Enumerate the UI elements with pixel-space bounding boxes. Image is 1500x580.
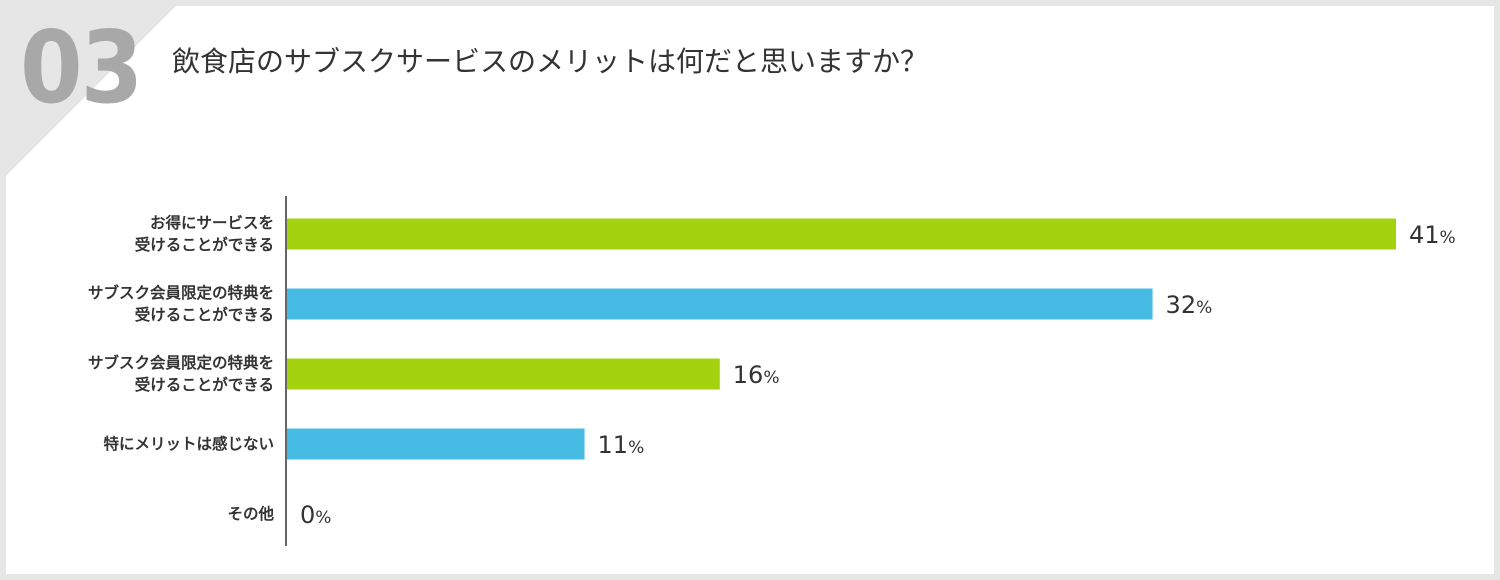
bar-1 <box>287 218 1396 250</box>
chart-card: 03 飲食店のサブスクサービスのメリットは何だと思いますか？ お得にサービスを受… <box>6 6 1494 574</box>
chart-title: 飲食店のサブスクサービスのメリットは何だと思いますか？ <box>172 45 929 78</box>
category-label-4: 特にメリットは感じない <box>103 434 274 453</box>
corner-tab <box>6 6 176 176</box>
value-label-5: 0% <box>300 501 331 529</box>
value-label-3: 16% <box>733 361 780 389</box>
category-label-1: お得にサービスを受けることができる <box>135 213 274 254</box>
bar-3 <box>287 358 720 390</box>
question-number: 03 <box>20 9 143 126</box>
value-label-1: 41% <box>1409 221 1456 249</box>
category-label-2: サブスク会員限定の特典を受けることができる <box>88 283 274 324</box>
value-label-4: 11% <box>598 431 645 459</box>
bar-2 <box>287 288 1153 320</box>
value-label-2: 32% <box>1166 291 1213 319</box>
bar-chart: お得にサービスを受けることができる 41% サブスク会員限定の特典を受けることができ… <box>88 196 1456 546</box>
category-label-5: その他 <box>227 504 274 523</box>
bar-4 <box>287 428 585 460</box>
category-label-3: サブスク会員限定の特典を受けることができる <box>88 353 274 394</box>
